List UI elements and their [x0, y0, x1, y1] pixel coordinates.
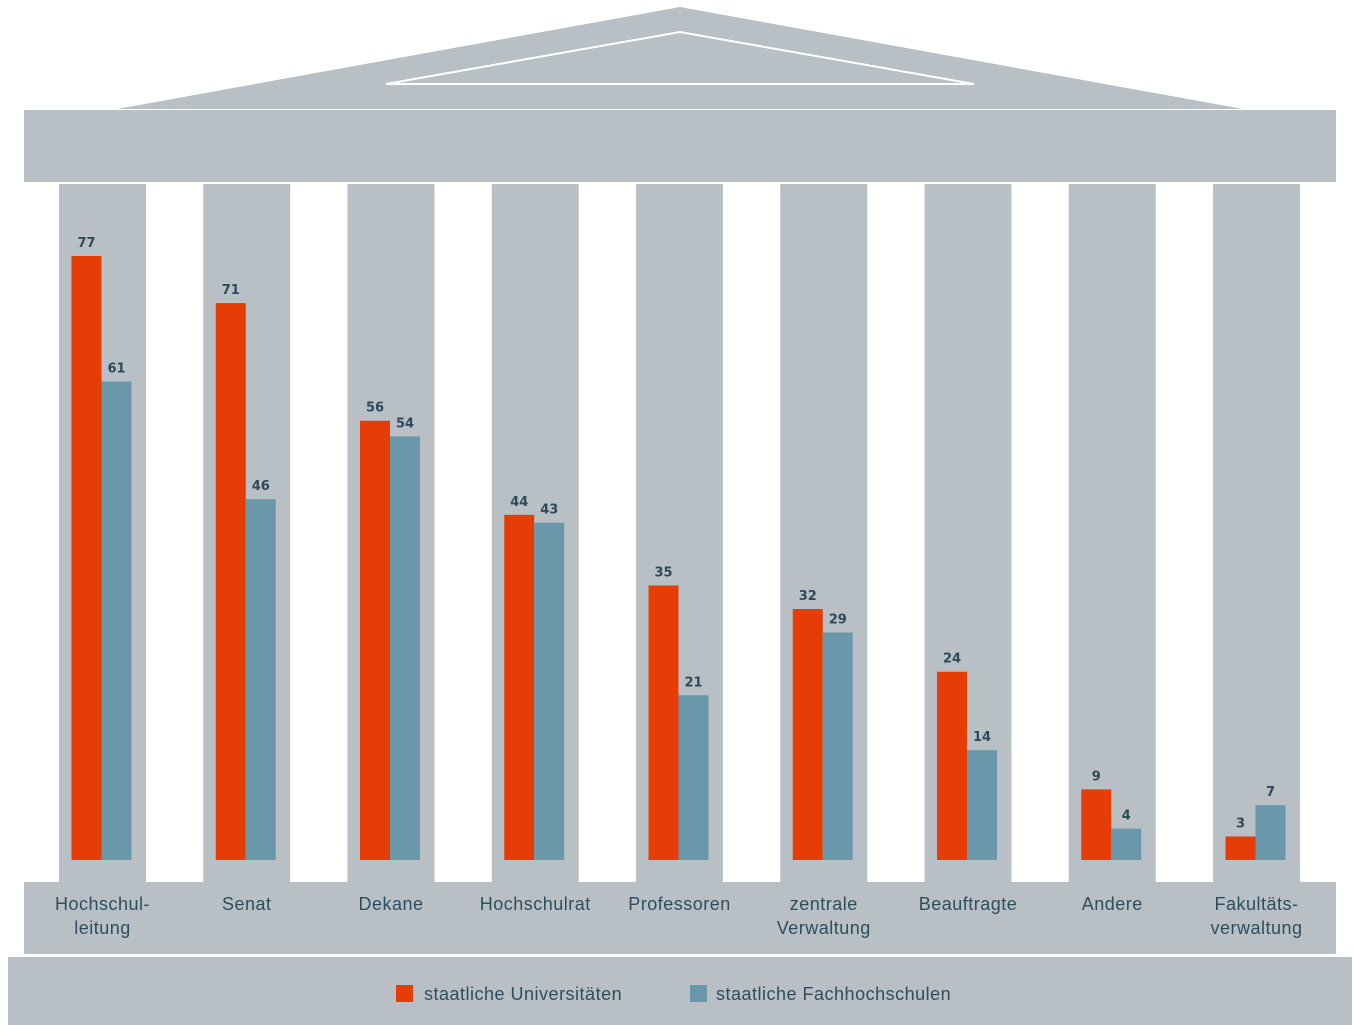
bars: [71, 256, 1286, 860]
legend-swatch-s1: [396, 985, 413, 1002]
category-label-fakultats-verwaltung-line1: Fakultäts-: [1214, 894, 1298, 914]
category-label-andere: Andere: [1082, 894, 1143, 914]
value-label-professoren-s2: 21: [684, 675, 702, 690]
column-fakultats-verwaltung: [1213, 184, 1300, 882]
value-label-zentraleverwaltung-s2: 29: [829, 613, 847, 628]
legend-swatch-s2: [690, 985, 707, 1002]
bar-hochschulrat-s2: [534, 522, 565, 860]
bar-hochschulrat-s1: [504, 514, 535, 860]
category-label-dekane: Dekane: [358, 894, 423, 914]
category-label-zentraleverwaltung-line2: Verwaltung: [777, 918, 871, 938]
bar-professoren-s2: [678, 695, 709, 860]
value-label-hochschul-leitung-s1: 77: [77, 236, 95, 251]
bar-professoren-s1: [648, 585, 679, 860]
category-label-beauftragte: Beauftragte: [919, 894, 1018, 914]
value-label-zentraleverwaltung-s1: 32: [799, 589, 817, 604]
bar-andere-s2: [1111, 828, 1142, 860]
category-label-hochschulrat: Hochschulrat: [480, 894, 591, 914]
building-decoration: [8, 7, 1352, 1025]
category-label-fakultats-verwaltung-line2: verwaltung: [1210, 918, 1302, 938]
value-label-fakultats-verwaltung-s2: 7: [1266, 785, 1275, 800]
category-label-professoren: Professoren: [628, 894, 731, 914]
bar-andere-s1: [1081, 789, 1112, 860]
value-label-dekane-s2: 54: [396, 416, 414, 431]
bar-hochschul-leitung-s1: [71, 256, 102, 860]
value-label-hochschulrat-s1: 44: [510, 495, 528, 510]
roof-inner-outline: [385, 30, 975, 85]
stylobate: [24, 882, 1336, 954]
category-label-hochschul-leitung-line2: leitung: [74, 918, 131, 938]
bar-beauftragte-s1: [937, 671, 967, 860]
bar-fakultats-verwaltung-s2: [1255, 805, 1286, 860]
value-label-hochschul-leitung-s2: 61: [107, 362, 125, 377]
value-label-andere-s1: 9: [1092, 769, 1101, 784]
bar-beauftragte-s2: [967, 750, 997, 860]
value-label-fakultats-verwaltung-s1: 3: [1236, 816, 1245, 831]
value-label-andere-s2: 4: [1122, 809, 1131, 824]
bar-hochschul-leitung-s2: [101, 381, 132, 860]
legend-label-s2: staatliche Fachhochschulen: [716, 984, 951, 1004]
value-label-senat-s2: 46: [252, 479, 270, 494]
base-step: [8, 957, 1352, 1025]
legend-label-s1: staatliche Universitäten: [424, 984, 622, 1004]
value-label-beauftragte-s1: 24: [943, 652, 961, 667]
value-label-dekane-s1: 56: [366, 401, 384, 416]
bar-dekane-s1: [360, 420, 390, 860]
legend: staatliche Universitäten staatliche Fachh…: [396, 984, 951, 1004]
bar-senat-s2: [245, 499, 276, 860]
column-andere: [1068, 184, 1156, 882]
value-label-senat-s1: 71: [222, 283, 240, 298]
category-labels: Hochschul-leitung Senat Dekane Hochschulrat…: [55, 894, 1302, 938]
value-label-professoren-s1: 35: [654, 565, 672, 580]
value-label-beauftragte-s2: 14: [973, 730, 991, 745]
category-label-senat: Senat: [222, 894, 272, 914]
bar-dekane-s2: [390, 436, 420, 860]
bar-zentraleverwaltung-s1: [792, 608, 823, 860]
category-label-zentraleverwaltung-line1: zentrale: [790, 894, 858, 914]
value-label-hochschulrat-s2: 43: [540, 503, 558, 518]
bar-zentraleverwaltung-s2: [822, 632, 853, 860]
bar-fakultats-verwaltung-s1: [1225, 836, 1256, 860]
bar-senat-s1: [215, 303, 246, 860]
category-label-hochschul-leitung-line1: Hochschul-: [55, 894, 150, 914]
entablature: [24, 110, 1336, 182]
roof: [117, 7, 1243, 109]
